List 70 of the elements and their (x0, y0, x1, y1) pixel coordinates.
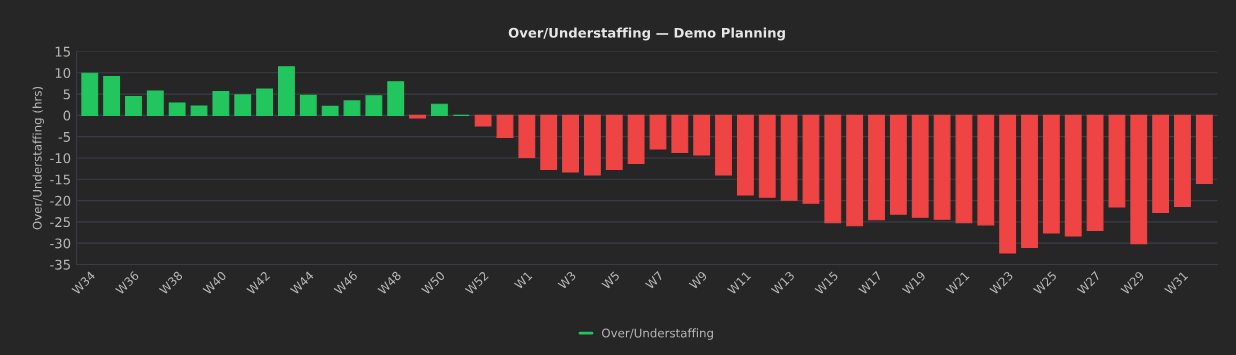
bar (496, 114, 514, 139)
bar (649, 114, 667, 150)
y-tick-label: 5 (63, 89, 70, 100)
bar (802, 114, 820, 204)
bar (431, 103, 448, 116)
y-tick-label: -25 (50, 217, 70, 228)
legend-label: Over/Understaffing (601, 328, 713, 340)
bar (190, 105, 208, 116)
y-tick-label: 0 (63, 110, 71, 121)
y-tick-label: -15 (50, 174, 70, 185)
bar (146, 90, 164, 116)
y-tick-label: -35 (50, 259, 70, 270)
bar (299, 94, 317, 116)
bar (1064, 114, 1082, 237)
y-tick-label: -30 (50, 238, 71, 249)
bar (780, 114, 798, 201)
bar (81, 72, 99, 116)
y-tick-label: 15 (55, 46, 70, 57)
bar (911, 114, 929, 218)
bar (474, 114, 492, 127)
x-tick-label: W3 (557, 270, 577, 290)
bar (889, 114, 907, 215)
bar (955, 114, 973, 224)
bar (824, 114, 842, 224)
bar (671, 114, 689, 153)
x-tick-label: W5 (601, 271, 620, 290)
chart-title: Over/Understaffing — Demo Planning (508, 27, 785, 41)
y-axis-title: Over/Understaffing (hrs) (32, 86, 44, 230)
bar (693, 114, 711, 156)
bar (715, 114, 732, 176)
bar (1152, 114, 1170, 214)
bar (1130, 114, 1148, 245)
bar (627, 114, 645, 165)
bar (977, 114, 995, 226)
bar (846, 114, 864, 227)
bar (1042, 114, 1060, 234)
y-tick-label: -20 (50, 195, 71, 206)
bar (409, 114, 426, 119)
bar (278, 66, 295, 116)
y-tick-label: 10 (55, 68, 71, 78)
bar (212, 90, 230, 116)
bar (168, 102, 186, 116)
bar (518, 114, 536, 159)
bar (933, 114, 951, 220)
bar (583, 114, 601, 176)
x-tick-label: W9 (688, 270, 708, 290)
bar (1021, 114, 1038, 248)
bar (868, 114, 885, 221)
bar (736, 114, 754, 196)
bar (125, 96, 142, 116)
bar (1108, 114, 1126, 208)
bar (321, 105, 339, 116)
bar (540, 114, 558, 171)
y-tick-label: -5 (58, 132, 70, 142)
bar (387, 81, 405, 116)
x-tick-label: W1 (513, 271, 533, 290)
bar (562, 114, 579, 173)
bar (343, 100, 361, 116)
bar (1195, 114, 1213, 185)
bar (234, 94, 252, 116)
bar (999, 114, 1017, 254)
bar (605, 114, 623, 171)
bar (758, 114, 776, 198)
bar (1086, 114, 1104, 231)
y-tick-label: -10 (50, 153, 71, 164)
bar (1174, 114, 1191, 208)
bar (365, 95, 383, 116)
bar (103, 76, 121, 116)
bar (256, 88, 274, 116)
x-tick-label: W7 (644, 271, 664, 290)
